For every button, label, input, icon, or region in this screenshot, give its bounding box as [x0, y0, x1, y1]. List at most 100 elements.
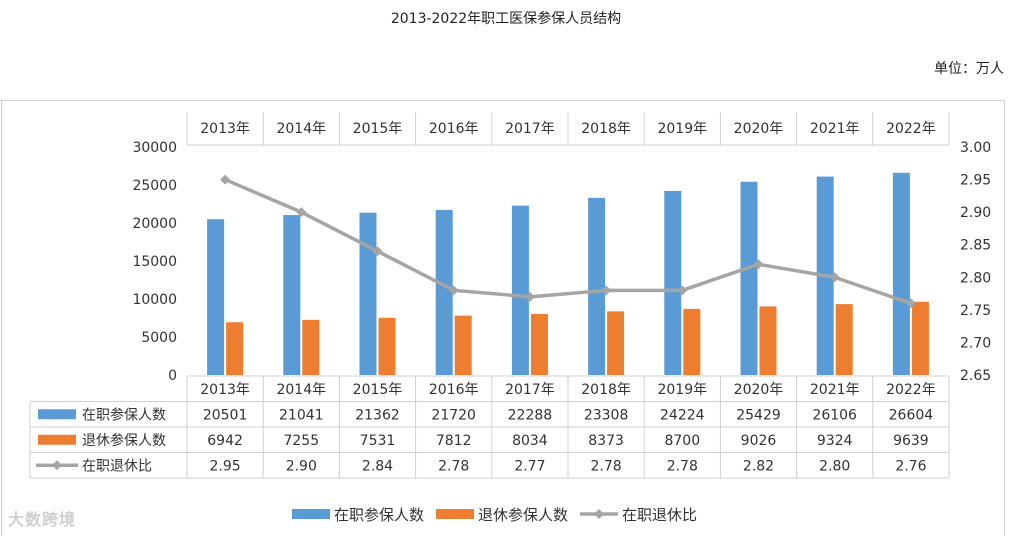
table-cell-value: 9026 — [741, 433, 777, 449]
chart-title: 2013-2022年职工医保参保人员结构 — [390, 11, 622, 27]
table-cell-value: 22288 — [508, 407, 553, 423]
top-category-label: 2018年 — [581, 121, 631, 137]
top-category-label: 2020年 — [734, 121, 784, 137]
table-cell-value: 21041 — [279, 407, 324, 423]
y-right-tick-label: 2.85 — [960, 238, 991, 254]
bar-在职参保人数-2017年 — [511, 205, 529, 375]
table-category-label: 2017年 — [505, 382, 555, 398]
table-cell-value: 20501 — [203, 407, 248, 423]
top-category-label: 2013年 — [200, 121, 250, 137]
y-right-tick-label: 2.75 — [960, 303, 991, 319]
bar-退休参保人数-2016年 — [454, 315, 472, 375]
table-category-label: 2020年 — [734, 382, 784, 398]
y-left-tick-label: 0 — [168, 368, 177, 384]
bar-在职参保人数-2018年 — [588, 197, 606, 375]
y-left-tick-label: 20000 — [132, 216, 177, 232]
table-cell-value: 2.84 — [362, 458, 393, 474]
table-cell-value: 2.80 — [819, 458, 850, 474]
legend-key-退休参保人数 — [436, 509, 474, 519]
axes-layer: 2013年 2014年 2015年 2016年 2017年 2018年 2019年 2020年… — [132, 112, 991, 384]
bar-在职参保人数-2015年 — [359, 212, 377, 375]
table-cell-value: 8034 — [512, 433, 548, 449]
y-right-tick-label: 2.90 — [960, 205, 991, 221]
y-left-tick-label: 5000 — [141, 330, 177, 346]
table-cell-value: 23308 — [584, 407, 629, 423]
top-category-label: 2016年 — [429, 121, 479, 137]
bar-退休参保人数-2020年 — [759, 306, 777, 375]
y-right-tick-label: 2.95 — [960, 173, 991, 189]
y-right-tick-label: 2.80 — [960, 270, 991, 286]
top-category-label: 2017年 — [505, 121, 555, 137]
legend-label: 在职参保人数 — [334, 506, 424, 524]
table-cell-value: 7812 — [436, 433, 472, 449]
table-category-label: 2018年 — [581, 382, 631, 398]
y-left-tick-label: 15000 — [132, 254, 177, 270]
table-cell-value: 9639 — [893, 433, 929, 449]
table-cell-value: 6942 — [207, 433, 243, 449]
table-cell-value: 24224 — [660, 407, 705, 423]
y-left-tick-label: 10000 — [132, 292, 177, 308]
top-category-label: 2022年 — [886, 121, 936, 137]
bars-layer — [207, 172, 929, 375]
unit-label: 单位：万人 — [934, 61, 1004, 77]
table-cell-value: 26604 — [889, 407, 934, 423]
y-right-tick-label: 2.65 — [960, 368, 991, 384]
table-cell-value: 2.82 — [743, 458, 774, 474]
table-cell-value: 2.95 — [210, 458, 241, 474]
table-legend-key-在职参保人数 — [38, 409, 76, 420]
y-right-tick-label: 3.00 — [960, 140, 991, 156]
table-cell-value: 2.76 — [895, 458, 926, 474]
bar-退休参保人数-2018年 — [607, 311, 625, 375]
bar-在职参保人数-2019年 — [664, 190, 682, 375]
bar-在职参保人数-2016年 — [435, 209, 453, 375]
line-point-2013年 — [220, 174, 231, 185]
table-cell-value: 7531 — [360, 433, 396, 449]
table-cell-value: 9324 — [817, 433, 853, 449]
line-point-2022年 — [905, 298, 916, 309]
watermark-logo: 大数跨境 — [8, 510, 77, 529]
table-cell-value: 2.78 — [667, 458, 698, 474]
table-category-label: 2019年 — [657, 382, 707, 398]
bar-退休参保人数-2015年 — [378, 317, 396, 375]
legend-key-在职参保人数 — [292, 509, 330, 519]
line-layer — [220, 174, 916, 309]
bar-退休参保人数-2013年 — [226, 322, 244, 375]
top-category-label: 2015年 — [353, 121, 403, 137]
table-cell-value: 21720 — [431, 407, 476, 423]
legend-label: 退休参保人数 — [478, 506, 568, 524]
table-cell-value: 25429 — [736, 407, 781, 423]
table-category-label: 2014年 — [276, 382, 326, 398]
table-category-label: 2015年 — [353, 382, 403, 398]
table-cell-value: 8700 — [664, 433, 700, 449]
line-point-2021年 — [829, 272, 840, 283]
line-point-2018年 — [601, 285, 612, 296]
legend: 在职参保人数 退休参保人数 在职退休比 — [292, 506, 697, 524]
line-point-2016年 — [448, 285, 459, 296]
y-left-tick-label: 25000 — [132, 178, 177, 194]
table-series-name: 在职退休比 — [82, 458, 152, 474]
table-category-label: 2016年 — [429, 382, 479, 398]
legend-marker — [594, 509, 604, 519]
bar-退休参保人数-2022年 — [911, 301, 929, 375]
line-series-在职退休比 — [224, 177, 912, 305]
line-point-2019年 — [677, 285, 688, 296]
top-category-label: 2019年 — [657, 121, 707, 137]
line-point-2017年 — [524, 291, 535, 302]
top-category-label: 2021年 — [810, 121, 860, 137]
line-point-2020年 — [753, 259, 764, 270]
y-right-tick-label: 2.70 — [960, 335, 991, 351]
table-category-label: 2013年 — [200, 382, 250, 398]
table-cell-value: 2.77 — [514, 458, 545, 474]
table-cell-value: 21362 — [355, 407, 400, 423]
chart-frame — [1, 100, 1005, 536]
top-category-label: 2014年 — [276, 121, 326, 137]
table-category-label: 2021年 — [810, 382, 860, 398]
table-cell-value: 7255 — [283, 433, 319, 449]
table-cell-value: 2.78 — [591, 458, 622, 474]
line-point-2014年 — [296, 207, 307, 218]
bar-在职参保人数-2013年 — [207, 219, 225, 375]
table-legend-marker — [52, 460, 62, 471]
bar-在职参保人数-2014年 — [283, 215, 301, 375]
table-legend-key-退休参保人数 — [38, 434, 76, 445]
